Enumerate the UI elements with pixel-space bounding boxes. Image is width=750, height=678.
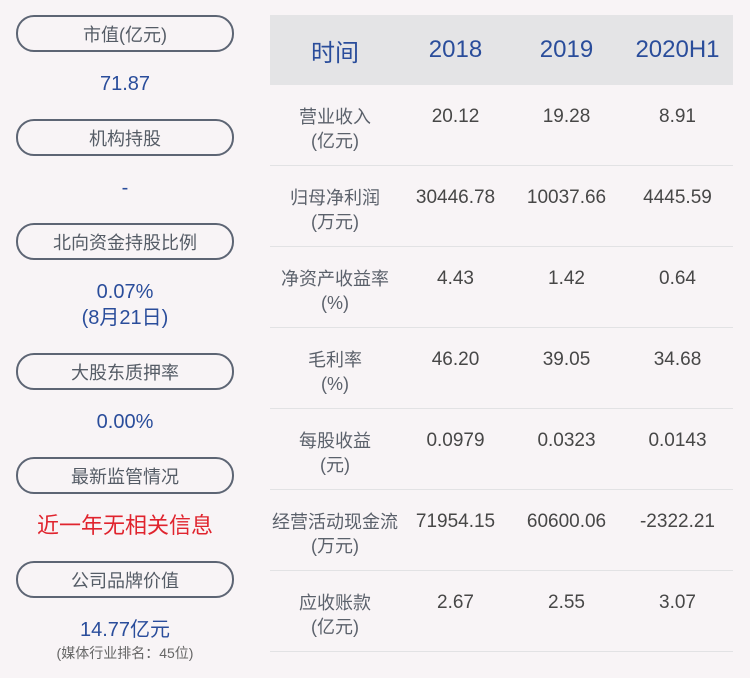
cell: 0.0323 (537, 430, 596, 451)
row-label: 经营活动现金流 (万元) (272, 512, 398, 556)
cell: 71954.15 (415, 511, 496, 532)
cell: 3.07 (659, 592, 696, 613)
market-cap-value: 71.87 (99, 73, 151, 95)
cell: 60600.06 (526, 511, 607, 532)
table-row: 经营活动现金流 (万元) 71954.15 60600.06 -2322.21 (270, 490, 733, 571)
northbound-ratio-value: 0.07% (96, 281, 154, 303)
row-label: 应收账款 (亿元) (299, 593, 371, 637)
header-2018: 2018 (428, 36, 483, 63)
table-row: 应收账款 (亿元) 2.67 2.55 3.07 (270, 571, 733, 652)
table-row: 每股收益 (元) 0.0979 0.0323 0.0143 (270, 409, 733, 490)
cell: 30446.78 (415, 187, 496, 208)
cell: 0.0143 (648, 430, 707, 451)
cell: 2.55 (548, 592, 585, 613)
header-time: 时间 (311, 39, 359, 67)
row-label: 净资产收益率 (%) (281, 269, 389, 313)
cell: 34.68 (653, 349, 702, 370)
row-label: 毛利率 (%) (308, 350, 362, 394)
table-header: 时间 2018 2019 2020H1 (270, 15, 733, 85)
regulatory-status-value: 近一年无相关信息 (36, 513, 213, 538)
brand-value-value: 14.77亿元 (79, 619, 171, 641)
cell: 8.91 (659, 106, 696, 127)
northbound-ratio-label: 北向资金持股比例 (16, 223, 234, 260)
cell: 2.67 (437, 592, 474, 613)
pledge-ratio-label: 大股东质押率 (16, 353, 234, 390)
cell: 39.05 (542, 349, 591, 370)
cell: 0.0979 (426, 430, 485, 451)
table-row: 净资产收益率 (%) 4.43 1.42 0.64 (270, 247, 733, 328)
cell: 10037.66 (526, 187, 607, 208)
cell: 46.20 (431, 349, 480, 370)
pledge-ratio-value: 0.00% (96, 411, 154, 433)
cell: 0.64 (659, 268, 696, 289)
table-row: 营业收入 (亿元) 20.12 19.28 8.91 (270, 85, 733, 166)
brand-value-label: 公司品牌价值 (16, 561, 234, 598)
brand-value-rank: (媒体行业排名：45位) (56, 645, 194, 661)
market-cap-label: 市值(亿元) (16, 15, 234, 52)
row-label: 每股收益 (元) (299, 431, 371, 475)
cell: 4.43 (437, 268, 474, 289)
row-label: 归母净利润 (万元) (290, 188, 380, 232)
cell: 1.42 (548, 268, 585, 289)
cell: 4445.59 (643, 187, 712, 208)
header-2020h1: 2020H1 (635, 36, 720, 63)
table-row: 归母净利润 (万元) 30446.78 10037.66 4445.59 (270, 166, 733, 247)
cell: 19.28 (542, 106, 591, 127)
row-label: 营业收入 (亿元) (299, 107, 371, 151)
header-2019: 2019 (539, 36, 594, 63)
cell: -2322.21 (639, 511, 715, 532)
regulatory-status-label: 最新监管情况 (16, 457, 234, 494)
institutional-holding-value: - (121, 177, 129, 199)
table-row: 毛利率 (%) 46.20 39.05 34.68 (270, 328, 733, 409)
institutional-holding-label: 机构持股 (16, 119, 234, 156)
financial-table: 时间 2018 2019 2020H1 营业收入 (亿元) 20.12 19.28… (270, 15, 733, 652)
northbound-ratio-date: (8月21日) (81, 307, 169, 329)
cell: 20.12 (431, 106, 480, 127)
